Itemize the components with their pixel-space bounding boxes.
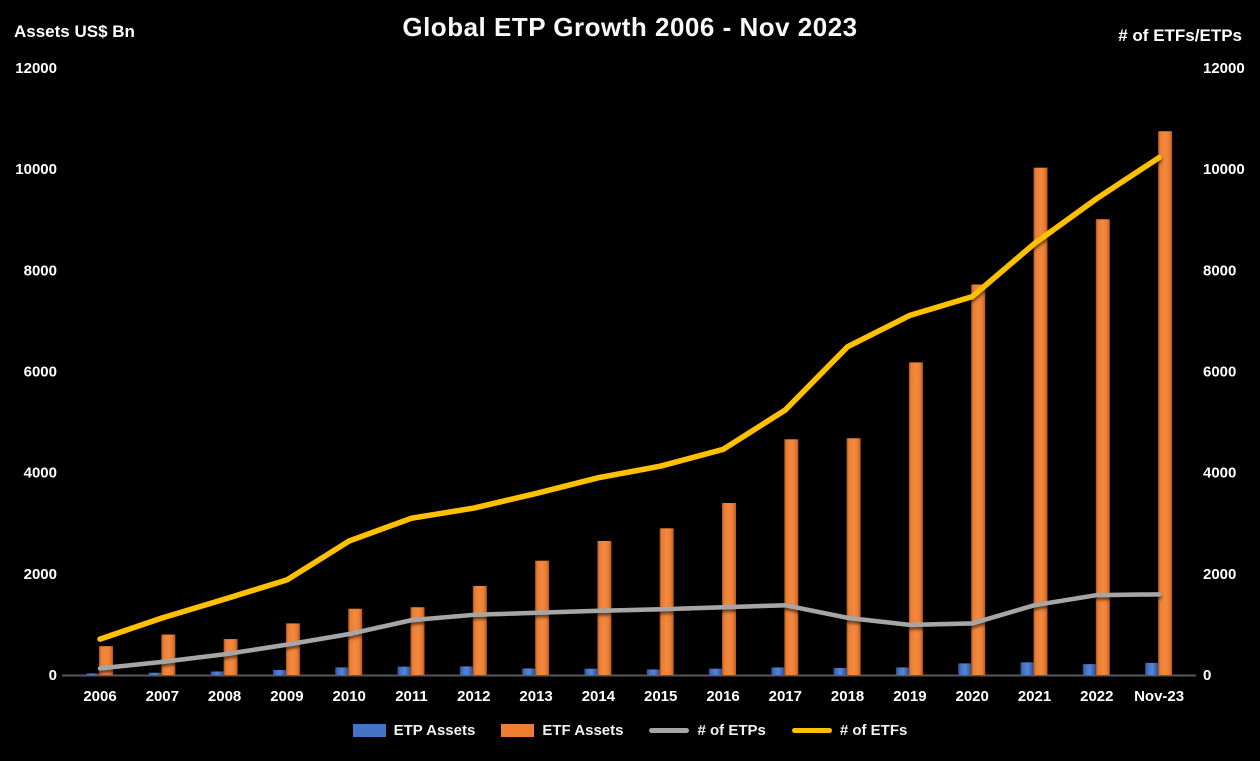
svg-text:2011: 2011 [395,688,428,705]
svg-text:0: 0 [49,667,57,684]
svg-text:2018: 2018 [831,688,864,705]
chart-title: Global ETP Growth 2006 - Nov 2023 [402,12,858,42]
etf-assets-swatch-icon [501,724,535,737]
bars-etf-assets [99,131,1173,675]
svg-text:12000: 12000 [1203,60,1245,77]
svg-text:2008: 2008 [208,688,241,705]
x-axis-tick-labels: 2006 2007 2008 2009 2010 2011 2012 2013 2014 2015… [83,688,1184,705]
legend-item-num-etps: # of ETPs [649,722,766,739]
legend-item-num-etfs: # of ETFs [791,722,908,739]
line-num-etfs [97,154,1162,642]
svg-text:2014: 2014 [582,688,616,705]
left-axis-unit-label: Assets US$ Bn [14,22,135,41]
left-axis-tick-labels: 0 2000 4000 6000 8000 10000 12000 [15,60,57,684]
svg-text:2015: 2015 [644,688,677,705]
svg-text:2000: 2000 [1203,566,1236,583]
legend-item-etp-assets: ETP Assets [352,722,476,739]
svg-text:2020: 2020 [956,688,989,705]
svg-text:2017: 2017 [769,688,802,705]
svg-text:8000: 8000 [1203,262,1236,279]
svg-text:Nov-23: Nov-23 [1134,688,1184,705]
svg-text:2009: 2009 [270,688,303,705]
svg-text:10000: 10000 [1203,161,1245,178]
etp-assets-swatch-icon [352,724,386,737]
right-axis-unit-label: # of ETFs/ETPs [1118,26,1242,45]
svg-text:8000: 8000 [24,262,57,279]
chart-legend: ETP Assets ETF Assets # of ETPs # of ETF… [0,722,1260,739]
line-num-etps [97,592,1162,671]
svg-text:4000: 4000 [1203,465,1236,482]
svg-text:2010: 2010 [333,688,366,705]
right-axis-tick-labels: 0 2000 4000 6000 8000 10000 12000 [1203,60,1245,684]
svg-text:2022: 2022 [1080,688,1113,705]
legend-label: ETP Assets [393,722,476,739]
svg-text:2006: 2006 [83,688,116,705]
svg-text:2013: 2013 [519,688,552,705]
svg-text:2000: 2000 [24,566,57,583]
legend-item-etf-assets: ETF Assets [501,722,623,739]
svg-text:6000: 6000 [24,364,57,381]
bars-etp-assets [86,662,1159,675]
svg-text:10000: 10000 [15,161,57,178]
svg-text:0: 0 [1203,667,1211,684]
legend-label: # of ETFs [839,722,908,739]
svg-text:2016: 2016 [706,688,739,705]
legend-label: # of ETPs [697,722,766,739]
svg-text:2019: 2019 [893,688,926,705]
legend-label: ETF Assets [542,722,624,739]
svg-text:12000: 12000 [15,60,57,77]
svg-text:2021: 2021 [1018,688,1051,705]
svg-text:6000: 6000 [1203,364,1236,381]
svg-text:2012: 2012 [457,688,490,705]
svg-text:2007: 2007 [146,688,179,705]
num-etfs-swatch-icon [791,728,832,733]
svg-text:4000: 4000 [24,465,57,482]
num-etps-swatch-icon [649,728,690,733]
